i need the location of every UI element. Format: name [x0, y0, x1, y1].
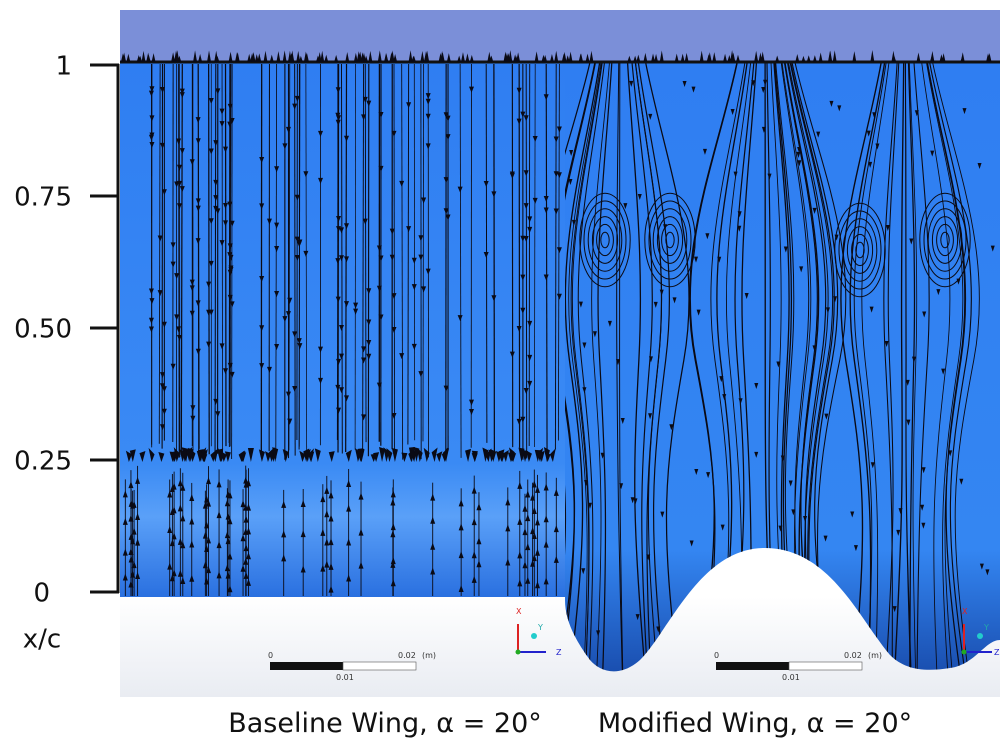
scale-label: 0: [714, 651, 719, 660]
triad-label: X: [962, 607, 968, 616]
streamline: [494, 64, 495, 451]
axis-label: x/c: [23, 625, 61, 655]
streamline: [179, 64, 180, 458]
triad-label: Y: [537, 623, 543, 632]
scale-label: 0: [268, 651, 273, 660]
figure: 1 0.75 0.50 0.25 0 x/c 0 0.02 (m) 0.01 0…: [0, 0, 1000, 738]
caption: Baseline Wing, α = 20°: [228, 708, 542, 738]
triad-label: Z: [994, 648, 1000, 657]
scale-label: (m): [868, 651, 882, 660]
scale-label: 0.02: [844, 651, 862, 660]
tick-label: 1: [55, 52, 72, 82]
streamline: [295, 64, 296, 456]
caption: Modified Wing, α = 20°: [598, 708, 912, 738]
tick-label: 0.50: [14, 315, 72, 345]
tick-label: 0.25: [14, 447, 72, 477]
scale-label: 0.01: [782, 673, 800, 682]
streamline: [526, 64, 527, 458]
streamline: [355, 64, 356, 450]
streamline: [215, 64, 216, 454]
tick-label: 0: [33, 579, 50, 609]
scale-label: (m): [422, 651, 436, 660]
streamline: [394, 64, 395, 454]
triad-label: Y: [983, 623, 989, 632]
triad-label: X: [516, 607, 522, 616]
streamline: [529, 64, 530, 446]
axis: [90, 64, 119, 593]
scale-label: 0.01: [336, 673, 354, 682]
scale-label: 0.02: [398, 651, 416, 660]
tick-label: 0.75: [14, 183, 72, 213]
streamline: [209, 64, 210, 454]
triad-label: Z: [556, 648, 562, 657]
